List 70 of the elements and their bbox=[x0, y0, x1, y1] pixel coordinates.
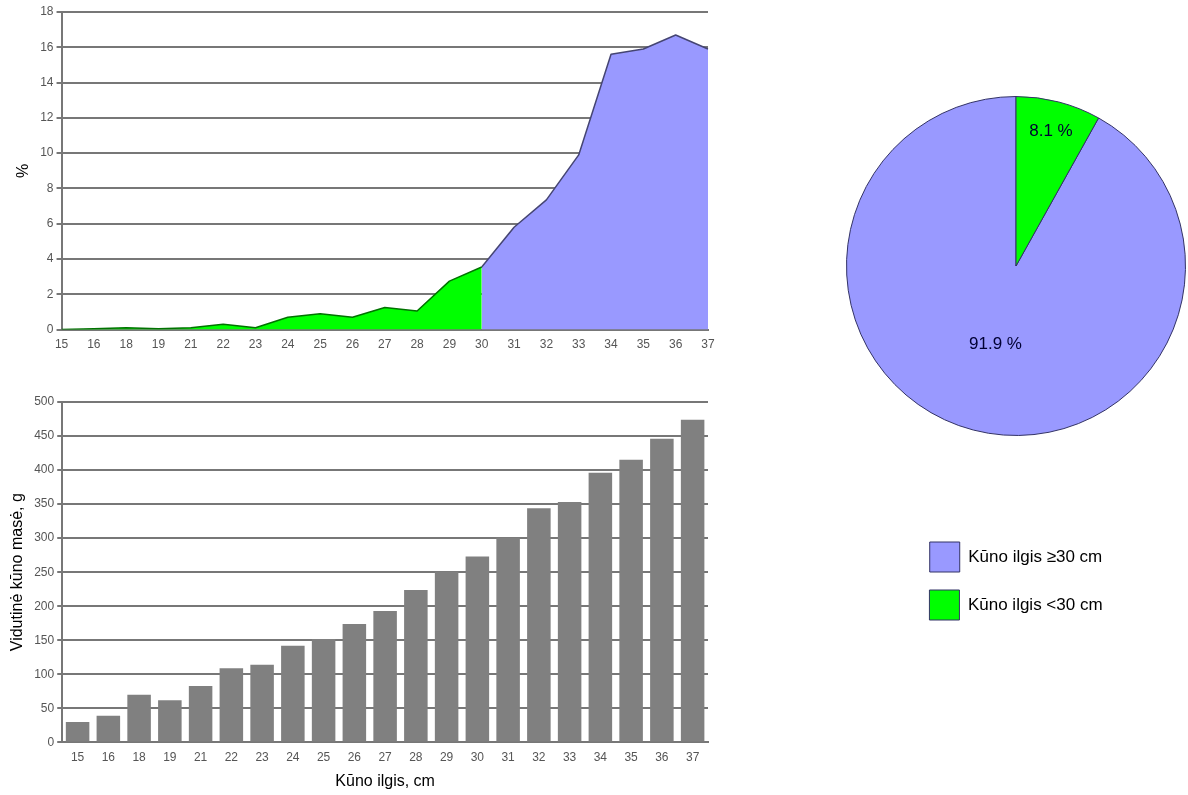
data-label: 8.1 % bbox=[1029, 121, 1073, 141]
data-label: 91.9 % bbox=[969, 334, 1022, 354]
x-tick-label: 33 bbox=[562, 749, 577, 764]
x-tick-label: 27 bbox=[378, 337, 392, 352]
y-tick-label: 0 bbox=[47, 734, 55, 749]
x-tick-label: 30 bbox=[470, 749, 485, 764]
y-tick-label: 200 bbox=[34, 598, 55, 613]
x-tick-label: 25 bbox=[313, 337, 328, 352]
x-tick-label: 22 bbox=[224, 749, 239, 764]
x-tick-label: 33 bbox=[572, 337, 586, 352]
x-tick-label: 32 bbox=[539, 337, 554, 352]
x-tick-label: 16 bbox=[87, 337, 101, 352]
x-tick-label: 21 bbox=[184, 337, 198, 352]
x-tick-label: 22 bbox=[216, 337, 231, 352]
y-tick-label: 16 bbox=[40, 39, 54, 54]
x-tick-label: 23 bbox=[248, 337, 263, 352]
y-tick-label: 400 bbox=[34, 462, 55, 477]
x-tick-label: 37 bbox=[685, 749, 700, 764]
x-tick-label: 36 bbox=[669, 337, 683, 352]
x-tick-label: 15 bbox=[70, 749, 85, 764]
x-axis-title: Kūno ilgis, cm bbox=[335, 771, 435, 789]
y-tick-label: 8 bbox=[46, 180, 54, 195]
y-tick-label: 2 bbox=[46, 286, 54, 301]
x-tick-label: 35 bbox=[624, 749, 639, 764]
y-tick-label: 10 bbox=[40, 145, 54, 160]
y-tick-label: 6 bbox=[46, 216, 54, 231]
y-tick-label: 12 bbox=[40, 110, 54, 125]
y-tick-label: 18 bbox=[40, 4, 54, 19]
x-tick-label: 32 bbox=[532, 749, 546, 764]
x-tick-label: 34 bbox=[593, 749, 608, 764]
x-tick-label: 37 bbox=[701, 337, 715, 352]
x-tick-label: 25 bbox=[316, 749, 331, 764]
y-tick-label: 50 bbox=[40, 700, 55, 715]
x-tick-label: 31 bbox=[501, 749, 516, 764]
x-tick-label: 30 bbox=[475, 337, 489, 352]
x-tick-label: 15 bbox=[54, 337, 69, 352]
y-tick-label: 150 bbox=[34, 632, 55, 647]
x-tick-label: 24 bbox=[286, 749, 300, 764]
legend-label: Kūno ilgis ≥30 cm bbox=[968, 546, 1103, 566]
x-tick-label: 19 bbox=[163, 749, 177, 764]
x-tick-label: 26 bbox=[347, 749, 362, 764]
x-tick-label: 21 bbox=[193, 749, 208, 764]
x-tick-label: 24 bbox=[281, 337, 295, 352]
x-tick-label: 19 bbox=[151, 337, 166, 352]
x-tick-label: 26 bbox=[345, 337, 360, 352]
x-tick-label: 28 bbox=[410, 337, 425, 352]
y-axis-title: % bbox=[14, 163, 32, 178]
x-tick-label: 27 bbox=[378, 749, 393, 764]
x-tick-label: 18 bbox=[132, 749, 147, 764]
y-tick-label: 4 bbox=[46, 251, 54, 266]
x-tick-label: 34 bbox=[604, 337, 619, 352]
x-tick-label: 18 bbox=[119, 337, 134, 352]
y-tick-label: 14 bbox=[40, 74, 54, 89]
x-tick-label: 23 bbox=[255, 749, 270, 764]
y-tick-label: 250 bbox=[34, 564, 55, 579]
x-tick-label: 29 bbox=[442, 337, 457, 352]
y-tick-label: 0 bbox=[46, 321, 54, 336]
x-tick-label: 29 bbox=[439, 749, 454, 764]
x-tick-label: 31 bbox=[507, 337, 522, 352]
y-tick-label: 300 bbox=[34, 530, 55, 545]
x-tick-label: 28 bbox=[409, 749, 423, 764]
y-tick-label: 450 bbox=[34, 428, 55, 443]
y-tick-label: 100 bbox=[34, 666, 55, 681]
y-axis-title: Vidutinė kūno masė, g bbox=[8, 493, 26, 652]
y-tick-label: 350 bbox=[34, 496, 55, 511]
legend-label: Kūno ilgis <30 cm bbox=[967, 594, 1103, 614]
x-tick-label: 35 bbox=[636, 337, 651, 352]
x-tick-label: 36 bbox=[655, 749, 669, 764]
y-tick-label: 500 bbox=[34, 394, 55, 409]
x-tick-label: 16 bbox=[101, 749, 116, 764]
